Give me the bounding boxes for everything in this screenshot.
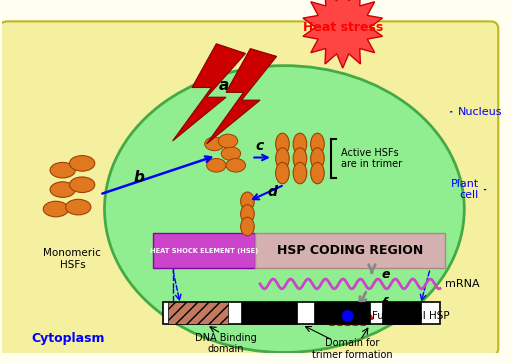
Ellipse shape	[207, 159, 226, 172]
Text: c: c	[256, 139, 264, 153]
Text: Domain for
trimer formation: Domain for trimer formation	[312, 338, 393, 360]
Ellipse shape	[226, 159, 245, 172]
Text: d: d	[268, 184, 278, 199]
Text: e: e	[381, 268, 390, 281]
Polygon shape	[207, 49, 276, 144]
Ellipse shape	[293, 148, 307, 169]
Text: Monomeric
HSFs: Monomeric HSFs	[44, 248, 101, 270]
Ellipse shape	[43, 201, 69, 217]
FancyBboxPatch shape	[381, 302, 420, 324]
Ellipse shape	[311, 133, 324, 155]
Ellipse shape	[311, 162, 324, 184]
Ellipse shape	[70, 177, 95, 192]
Ellipse shape	[311, 148, 324, 169]
Text: HSP CODING REGION: HSP CODING REGION	[277, 244, 423, 257]
FancyBboxPatch shape	[0, 21, 498, 356]
Ellipse shape	[70, 156, 95, 171]
Polygon shape	[173, 44, 245, 141]
FancyBboxPatch shape	[313, 302, 370, 324]
Text: Heat stress: Heat stress	[303, 21, 383, 34]
Text: f: f	[381, 297, 387, 310]
Text: Cytoplasm: Cytoplasm	[32, 332, 105, 345]
Text: DNA Binding
domain: DNA Binding domain	[195, 333, 257, 354]
Text: Active HSFs
are in trimer: Active HSFs are in trimer	[341, 148, 402, 169]
Ellipse shape	[275, 133, 289, 155]
FancyBboxPatch shape	[255, 233, 445, 268]
Ellipse shape	[275, 162, 289, 184]
Ellipse shape	[241, 205, 254, 223]
FancyBboxPatch shape	[168, 302, 228, 324]
Ellipse shape	[104, 66, 464, 352]
Text: a: a	[219, 78, 229, 93]
Text: mRNA: mRNA	[445, 279, 479, 289]
Ellipse shape	[221, 147, 241, 160]
Ellipse shape	[50, 182, 75, 197]
Ellipse shape	[293, 162, 307, 184]
Text: HEAT SHOCK ELEMENT (HSE): HEAT SHOCK ELEMENT (HSE)	[150, 248, 258, 254]
Text: Nucleus: Nucleus	[451, 107, 502, 117]
Polygon shape	[303, 0, 382, 68]
Ellipse shape	[342, 310, 353, 322]
Text: b: b	[133, 171, 144, 185]
Ellipse shape	[275, 148, 289, 169]
FancyBboxPatch shape	[241, 302, 297, 324]
FancyBboxPatch shape	[153, 233, 255, 268]
Ellipse shape	[66, 199, 91, 215]
Ellipse shape	[205, 137, 224, 151]
Text: Functional HSP: Functional HSP	[372, 311, 450, 321]
Ellipse shape	[241, 192, 254, 211]
Ellipse shape	[293, 133, 307, 155]
FancyBboxPatch shape	[163, 302, 440, 324]
Ellipse shape	[218, 134, 238, 148]
Ellipse shape	[241, 217, 254, 236]
Ellipse shape	[50, 162, 75, 178]
Text: Plant
cell: Plant cell	[451, 179, 486, 200]
